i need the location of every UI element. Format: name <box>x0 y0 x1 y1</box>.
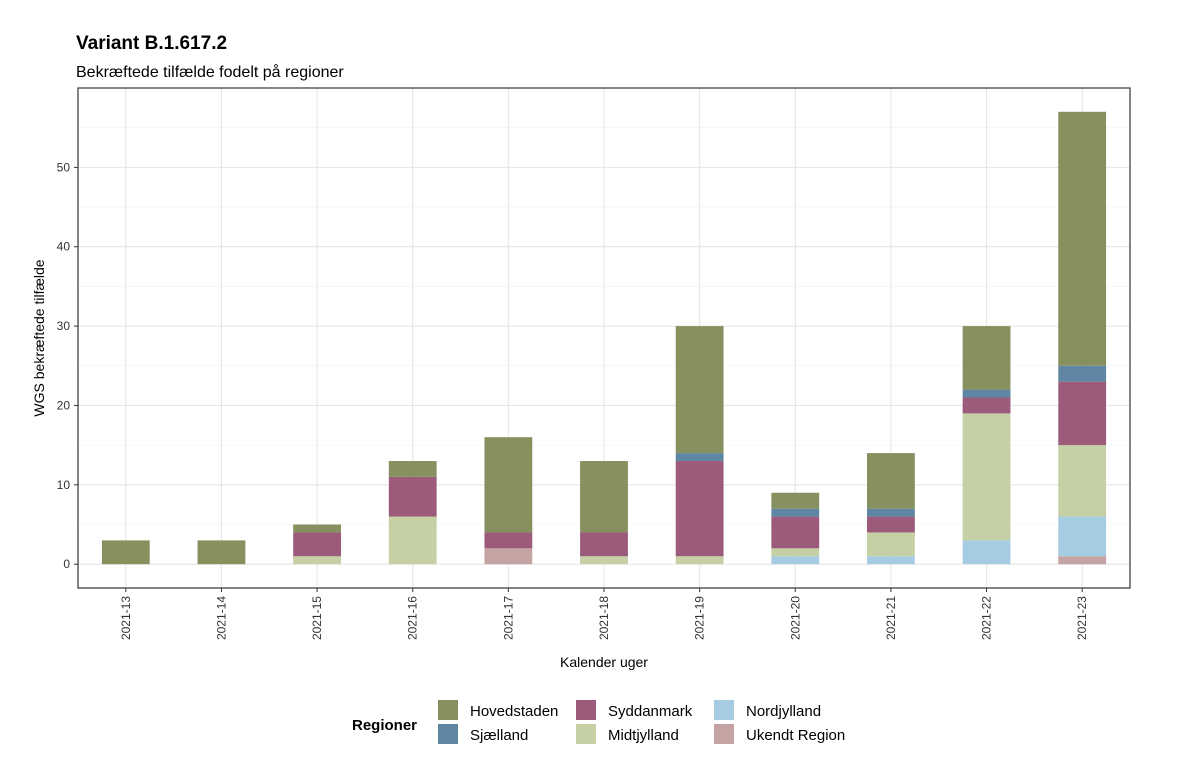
legend-swatch-midtjylland <box>576 724 596 744</box>
y-axis: 0 10 20 30 40 50 <box>57 160 78 571</box>
legend-swatch-sj-lland <box>438 724 458 744</box>
legend-label-midtjylland: Midtjylland <box>608 727 679 744</box>
bar-segment-midtjylland-2021-15 <box>293 556 341 565</box>
bar-segment-hovedstaden-2021-15 <box>293 524 341 533</box>
bar-segment-hovedstaden-2021-20 <box>771 492 820 509</box>
y-tick-label: 50 <box>57 160 71 174</box>
bar-segment-sj-lland-2021-20 <box>771 508 820 517</box>
bar-segment-syddanmark-2021-23 <box>1058 381 1107 446</box>
x-tick-label: 2021-18 <box>597 596 611 640</box>
bar-segment-syddanmark-2021-15 <box>293 532 341 557</box>
bar-segment-sj-lland-2021-22 <box>962 389 1011 398</box>
legend: Hovedstaden Sjælland Syddanmark Midtjylland… <box>438 700 845 744</box>
y-tick-label: 40 <box>57 240 71 254</box>
bar-segment-hovedstaden-2021-22 <box>962 326 1011 390</box>
bar-segment-midtjylland-2021-19 <box>675 556 724 565</box>
x-tick-label: 2021-13 <box>119 596 133 640</box>
bar-segment-midtjylland-2021-22 <box>962 413 1011 541</box>
legend-swatch-hovedstaden <box>438 700 458 720</box>
bar-segment-syddanmark-2021-19 <box>675 461 724 557</box>
chart-subtitle: Bekræftede tilfælde fodelt på regioner <box>76 63 344 81</box>
bar-segment-syddanmark-2021-16 <box>388 476 437 517</box>
bars <box>101 111 1107 565</box>
x-tick-label: 2021-20 <box>788 596 802 640</box>
bar-segment-hovedstaden-2021-18 <box>580 461 628 533</box>
legend-label-ukendt-region: Ukendt Region <box>746 727 845 744</box>
x-tick-label: 2021-14 <box>214 596 228 640</box>
x-axis: 2021-13 2021-14 2021-15 2021-16 2021-17 2021-… <box>119 588 1089 640</box>
legend-swatch-syddanmark <box>576 700 596 720</box>
bar-segment-syddanmark-2021-18 <box>580 532 628 557</box>
legend-label-syddanmark: Syddanmark <box>608 703 693 720</box>
y-tick-label: 10 <box>57 478 71 492</box>
x-tick-label: 2021-22 <box>980 596 994 640</box>
legend-swatch-nordjylland <box>714 700 734 720</box>
x-tick-label: 2021-19 <box>693 596 707 640</box>
bar-segment-syddanmark-2021-17 <box>484 532 533 549</box>
bar-segment-sj-lland-2021-21 <box>867 508 915 517</box>
bar-segment-syddanmark-2021-20 <box>771 516 820 549</box>
x-tick-label: 2021-17 <box>501 596 515 640</box>
bar-segment-midtjylland-2021-20 <box>771 548 820 557</box>
bar-segment-hovedstaden-2021-21 <box>867 453 915 509</box>
bar-segment-hovedstaden-2021-23 <box>1058 111 1107 366</box>
legend-title: Regioner <box>352 717 417 734</box>
bar-segment-nordjylland-2021-22 <box>962 540 1011 565</box>
bar-segment-nordjylland-2021-21 <box>867 556 915 565</box>
bar-segment-sj-lland-2021-23 <box>1058 365 1107 382</box>
bar-segment-hovedstaden-2021-14 <box>197 540 246 565</box>
legend-swatch-ukendt-region <box>714 724 734 744</box>
x-tick-label: 2021-23 <box>1075 596 1089 640</box>
bar-segment-hovedstaden-2021-13 <box>101 540 150 565</box>
bar-segment-sj-lland-2021-19 <box>675 453 724 462</box>
legend-label-sj-lland: Sjælland <box>470 727 528 744</box>
x-tick-label: 2021-21 <box>884 596 898 640</box>
bar-segment-ukendt-region-2021-17 <box>484 548 533 565</box>
x-tick-label: 2021-16 <box>406 596 420 640</box>
bar-segment-ukendt-region-2021-23 <box>1058 556 1107 565</box>
bar-segment-midtjylland-2021-23 <box>1058 445 1107 517</box>
y-tick-label: 30 <box>57 319 71 333</box>
legend-label-hovedstaden: Hovedstaden <box>470 703 558 720</box>
bar-segment-nordjylland-2021-23 <box>1058 516 1107 557</box>
legend-label-nordjylland: Nordjylland <box>746 703 821 720</box>
bar-segment-syddanmark-2021-22 <box>962 397 1011 414</box>
x-tick-label: 2021-15 <box>310 596 324 640</box>
y-axis-title: WGS bekræftede tilfælde <box>31 259 47 416</box>
bar-segment-hovedstaden-2021-19 <box>675 326 724 454</box>
chart-title: Variant B.1.617.2 <box>76 33 227 54</box>
bar-segment-midtjylland-2021-21 <box>867 532 915 557</box>
bar-segment-midtjylland-2021-18 <box>580 556 628 565</box>
bar-segment-hovedstaden-2021-16 <box>388 461 437 477</box>
x-axis-title: Kalender uger <box>560 654 648 670</box>
y-tick-label: 0 <box>63 557 70 571</box>
y-tick-label: 20 <box>57 398 71 412</box>
bar-segment-syddanmark-2021-21 <box>867 516 915 533</box>
bar-segment-hovedstaden-2021-17 <box>484 437 533 533</box>
bar-segment-nordjylland-2021-20 <box>771 556 820 565</box>
bar-segment-midtjylland-2021-16 <box>388 516 437 565</box>
